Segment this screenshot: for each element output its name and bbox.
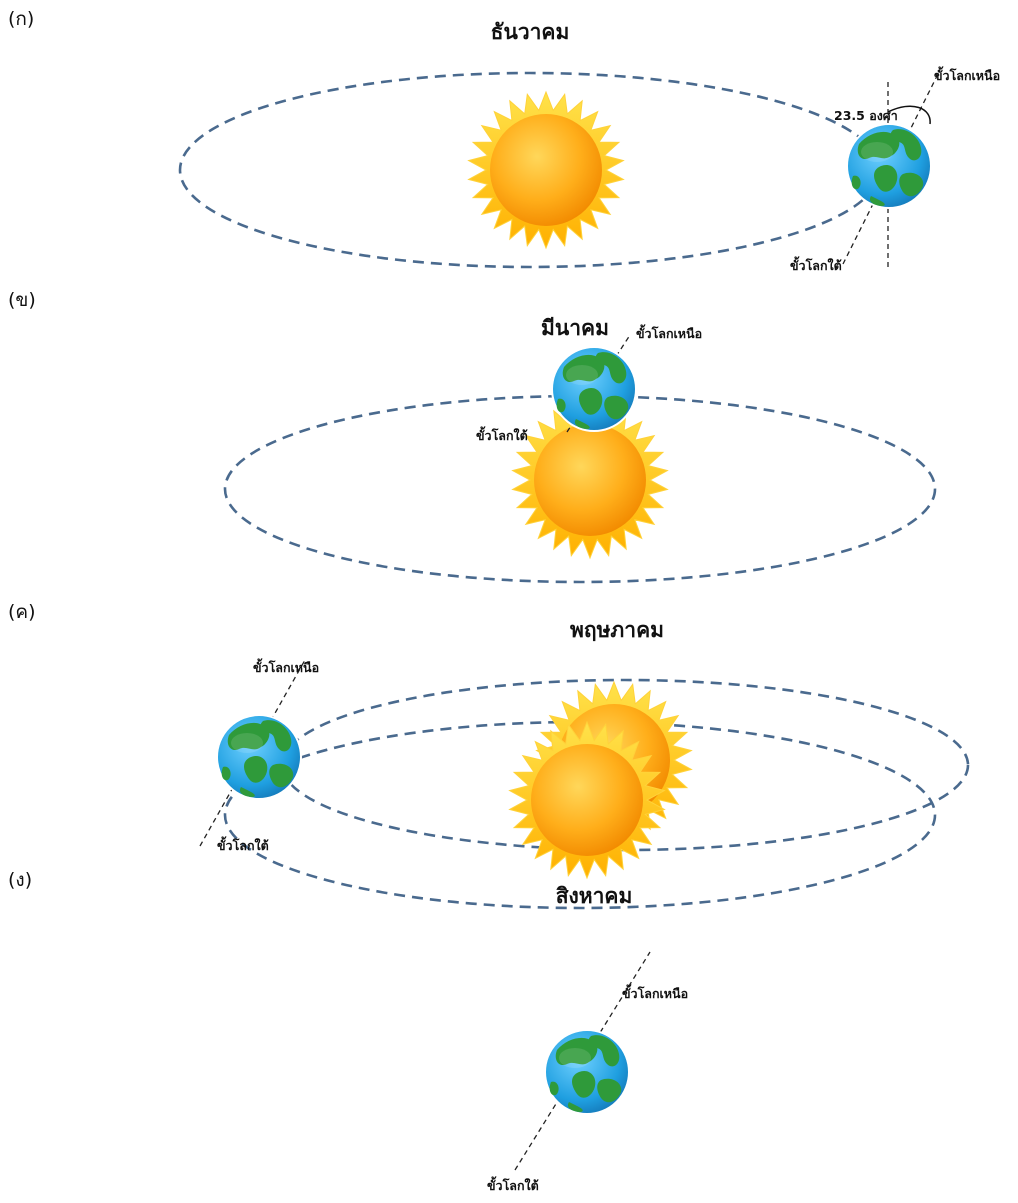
sun-march bbox=[511, 400, 669, 560]
month-title-august: สิงหาคม bbox=[556, 884, 633, 908]
sun-december bbox=[467, 90, 625, 250]
orbit-august bbox=[223, 720, 937, 910]
month-title-may: พฤษภาคม bbox=[570, 618, 664, 642]
orbit-march bbox=[223, 394, 937, 584]
north-pole-label-august: ขั้วโลกเหนือ bbox=[622, 984, 688, 1001]
earth-august bbox=[544, 1029, 630, 1115]
sun-core bbox=[490, 114, 602, 226]
panel-label-c: (ค) bbox=[8, 601, 36, 623]
south-pole-label-may: ขั้วโลกใต้ bbox=[217, 836, 269, 853]
tilt-angle-arc bbox=[887, 105, 931, 125]
south-pole-label-march: ขั้วโลกใต้ bbox=[476, 426, 528, 443]
month-title-march: มีนาคม bbox=[541, 316, 609, 340]
panel-label-d: (ง) bbox=[8, 869, 32, 891]
earth-may bbox=[216, 714, 302, 800]
earth-december bbox=[846, 123, 932, 209]
south-pole-label-december: ขั้วโลกใต้ bbox=[790, 256, 842, 273]
panel-label-b: (ข) bbox=[8, 289, 36, 311]
panel-label-a: (ก) bbox=[8, 8, 34, 30]
panel-december: (ก) ธันวาคม 23.5 องศา ขั้วโลกเหนือ ขั้วโ… bbox=[8, 8, 1000, 273]
earth-march bbox=[551, 346, 637, 432]
north-pole-label-may: ขั้วโลกเหนือ bbox=[253, 658, 319, 675]
panel-august: (ง) สิงหาคม ขั้วโลกเหนือ ขั้วโลกใต้ bbox=[8, 720, 688, 1193]
north-pole-label-march: ขั้วโลกเหนือ bbox=[636, 324, 702, 341]
sun-core bbox=[534, 424, 646, 536]
panel-march: (ข) มีนาคม ขั้วโลกเหนือ ขั้วโลกใต้ bbox=[8, 289, 702, 560]
sun-august bbox=[508, 720, 666, 880]
south-pole-label-august: ขั้วโลกใต้ bbox=[487, 1176, 539, 1193]
north-pole-label-december: ขั้วโลกเหนือ bbox=[934, 66, 1000, 83]
sun-core bbox=[531, 744, 643, 856]
month-title-december: ธันวาคม bbox=[491, 20, 570, 44]
tilt-angle-label: 23.5 องศา bbox=[834, 108, 898, 123]
